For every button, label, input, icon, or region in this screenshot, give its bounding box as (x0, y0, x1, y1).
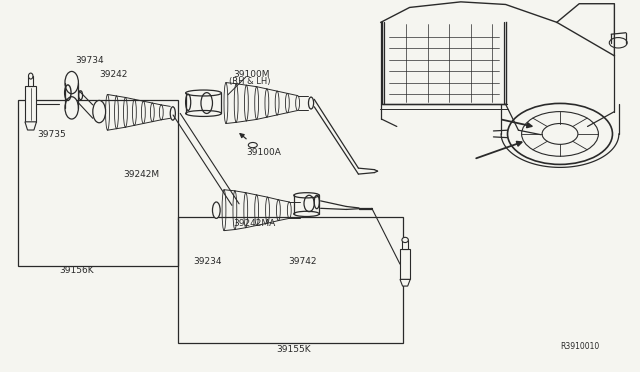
Ellipse shape (65, 71, 79, 94)
Bar (400, 249, 410, 279)
Ellipse shape (186, 90, 221, 96)
Text: 39100A: 39100A (246, 148, 281, 157)
Text: R3910010: R3910010 (561, 342, 600, 351)
Ellipse shape (308, 97, 314, 109)
Text: 39242M: 39242M (123, 170, 159, 179)
Ellipse shape (170, 107, 175, 120)
Ellipse shape (294, 211, 319, 217)
Ellipse shape (186, 110, 221, 116)
Text: (RH & LH): (RH & LH) (229, 77, 271, 86)
Text: 39100M: 39100M (234, 70, 270, 79)
Text: 39742: 39742 (288, 257, 317, 266)
Text: 39242: 39242 (99, 70, 127, 79)
Ellipse shape (65, 97, 79, 119)
Ellipse shape (28, 73, 33, 79)
Text: 39242MA: 39242MA (234, 219, 276, 228)
Text: 39155K: 39155K (276, 345, 311, 354)
Text: 39734: 39734 (76, 56, 104, 65)
Ellipse shape (212, 202, 220, 218)
Ellipse shape (402, 237, 408, 243)
Polygon shape (400, 279, 410, 286)
Bar (28, 76, 33, 86)
Text: 39156K: 39156K (59, 266, 93, 275)
Bar (25, 86, 36, 122)
Polygon shape (25, 122, 36, 130)
Ellipse shape (294, 193, 319, 198)
Ellipse shape (93, 100, 106, 123)
Bar (18, 100, 178, 266)
Bar (178, 217, 403, 343)
Bar (402, 240, 408, 249)
Text: 39234: 39234 (193, 257, 222, 266)
Text: 39735: 39735 (37, 130, 66, 139)
